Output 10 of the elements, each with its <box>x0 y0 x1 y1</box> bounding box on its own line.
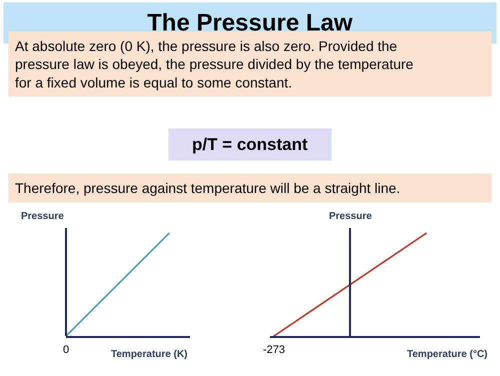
annotation: 0 <box>63 344 70 356</box>
text: p/T = constant <box>192 135 308 154</box>
y-axis-title: Pressure <box>329 211 372 222</box>
x-axis-title: Temperature (K) <box>111 349 188 360</box>
text: At absolute zero (0 K), the pressure is also zero. Provided the pressure law is obeyed, the pressure divided by the temperature for a fixed volume is equal to some constant. <box>15 38 414 90</box>
x-axis-title: Temperature (°C) <box>407 349 488 360</box>
text: The Pressure Law <box>147 10 353 36</box>
annotation: -273 <box>263 344 286 356</box>
y-axis-title: Pressure <box>21 211 64 222</box>
text: Therefore, pressure against temperature will be a straight line. <box>15 180 400 196</box>
